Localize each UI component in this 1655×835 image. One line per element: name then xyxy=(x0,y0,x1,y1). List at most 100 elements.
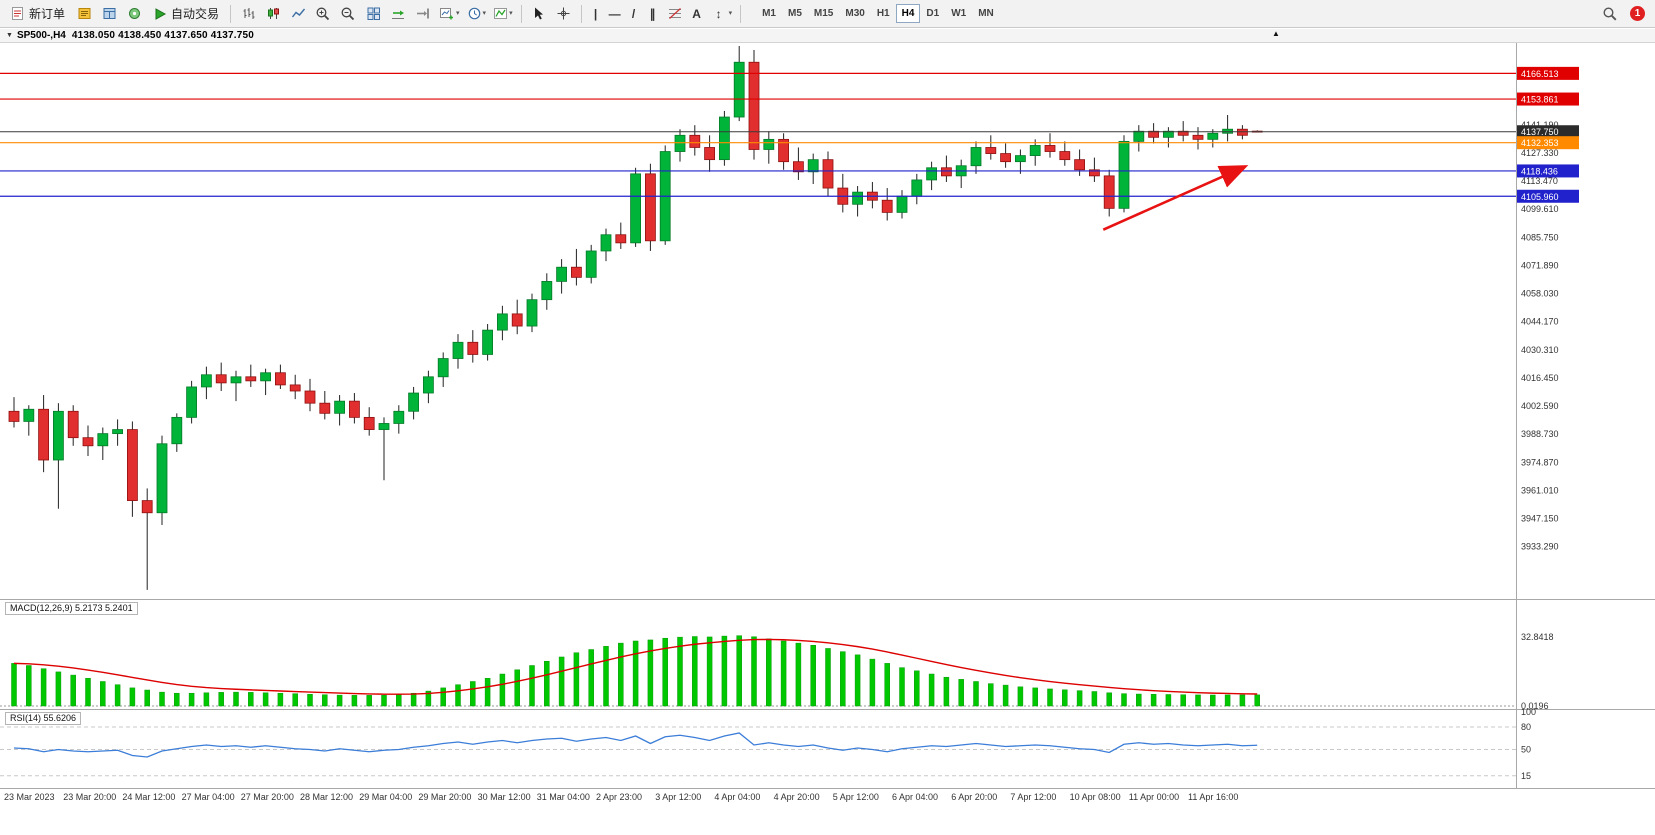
navigator-icon[interactable] xyxy=(122,3,146,25)
indicators-button[interactable]: ▾ xyxy=(490,3,516,25)
new-order-button[interactable]: 新订单 xyxy=(4,3,71,25)
timeframe-M15[interactable]: M15 xyxy=(813,8,834,19)
price-axis-labels: 4141.190 4127.330 4113.470 4099.610 4085.750… xyxy=(1521,120,1559,552)
svg-text:10 Apr 08:00: 10 Apr 08:00 xyxy=(1070,792,1121,802)
chart-marker-icon[interactable]: ▲ xyxy=(1272,29,1280,38)
svg-text:100: 100 xyxy=(1521,707,1536,717)
line-chart-type-icon[interactable] xyxy=(286,3,310,25)
svg-text:3974.870: 3974.870 xyxy=(1521,457,1559,467)
svg-text:2 Apr 23:00: 2 Apr 23:00 xyxy=(596,792,642,802)
svg-text:5 Apr 12:00: 5 Apr 12:00 xyxy=(833,792,879,802)
period-selector-button[interactable]: ▾ xyxy=(464,3,490,25)
svg-text:11 Apr 00:00: 11 Apr 00:00 xyxy=(1129,792,1179,802)
svg-text:3 Apr 12:00: 3 Apr 12:00 xyxy=(655,792,701,802)
objects-tool-button[interactable]: ↕ ▾ xyxy=(707,3,736,25)
price-badge-4132.353 xyxy=(1517,136,1579,150)
fibonacci-tool-icon[interactable] xyxy=(663,3,687,25)
trend-arrow[interactable] xyxy=(1102,165,1249,231)
market-watch-icon[interactable] xyxy=(72,3,96,25)
svg-text:23 Mar 2023: 23 Mar 2023 xyxy=(4,792,55,802)
svg-text:4113.470: 4113.470 xyxy=(1521,176,1558,186)
toolbar-separator xyxy=(230,4,232,23)
time-axis-labels[interactable]: 23 Mar 2023 23 Mar 20:00 24 Mar 12:00 27 Ma… xyxy=(4,792,1238,802)
svg-text:4127.330: 4127.330 xyxy=(1521,148,1559,158)
chart-symbol-period: SP500-,H4 xyxy=(16,30,66,41)
chart-titlebar[interactable]: ▼ SP500-,H4 4138.050 4138.450 4137.650 4… xyxy=(0,29,1655,43)
chart-shift-icon[interactable] xyxy=(411,3,435,25)
svg-text:4085.750: 4085.750 xyxy=(1521,232,1559,242)
candlestick-type-icon[interactable] xyxy=(261,3,285,25)
svg-text:28 Mar 12:00: 28 Mar 12:00 xyxy=(300,792,353,802)
svg-text:4058.030: 4058.030 xyxy=(1521,289,1559,299)
svg-text:3988.730: 3988.730 xyxy=(1521,429,1559,439)
chevron-down-icon: ▾ xyxy=(456,10,460,17)
svg-text:4153.861: 4153.861 xyxy=(1521,95,1559,105)
search-icon[interactable] xyxy=(1598,3,1622,25)
svg-text:4166.513: 4166.513 xyxy=(1521,69,1559,79)
svg-text:3961.010: 3961.010 xyxy=(1521,485,1559,495)
timeframe-D1[interactable]: D1 xyxy=(926,8,940,19)
macd-label[interactable]: MACD(12,26,9) 5.2173 5.2401 xyxy=(5,602,138,615)
timeframe-H4[interactable]: H4 xyxy=(895,4,921,23)
rsi-panel xyxy=(0,726,1516,777)
tile-windows-icon[interactable] xyxy=(361,3,385,25)
zoom-in-icon[interactable] xyxy=(311,3,335,25)
svg-text:4 Apr 20:00: 4 Apr 20:00 xyxy=(774,792,820,802)
toolbar: 新订单 自动交易 xyxy=(0,0,1655,28)
price-badge-4153.861 xyxy=(1517,92,1579,106)
notification-badge[interactable]: 1 xyxy=(1630,6,1645,21)
price-badge-4118.436 xyxy=(1517,164,1579,178)
horizontal-line-tool-icon[interactable]: — xyxy=(608,6,621,21)
svg-text:4141.190: 4141.190 xyxy=(1521,120,1559,130)
arrows-objects-icon: ↕ xyxy=(715,6,722,21)
svg-text:4002.590: 4002.590 xyxy=(1521,401,1559,411)
timeframe-MN[interactable]: MN xyxy=(978,8,994,19)
svg-text:7 Apr 12:00: 7 Apr 12:00 xyxy=(1010,792,1056,802)
macd-signal-line xyxy=(13,638,1258,695)
chevron-down-icon: ▾ xyxy=(482,10,487,17)
text-tool-icon[interactable]: A xyxy=(692,6,701,21)
macd-histogram xyxy=(0,635,1516,707)
chart-caret-icon[interactable]: ▼ xyxy=(6,32,13,39)
auto-trading-button[interactable]: 自动交易 xyxy=(147,3,225,25)
rsi-label[interactable]: RSI(14) 55.6206 xyxy=(5,712,82,725)
trendline-tool-icon[interactable]: / xyxy=(631,6,636,21)
panel-separators xyxy=(0,43,1655,789)
zoom-out-icon[interactable] xyxy=(336,3,360,25)
svg-text:27 Mar 20:00: 27 Mar 20:00 xyxy=(241,792,294,802)
timeframe-H1[interactable]: H1 xyxy=(876,8,890,19)
new-order-page-icon xyxy=(12,7,23,20)
timeframe-M5[interactable]: M5 xyxy=(788,8,802,19)
crosshair-tool-icon[interactable] xyxy=(552,3,576,25)
timeframe-M1[interactable]: M1 xyxy=(762,8,776,19)
svg-text:4071.890: 4071.890 xyxy=(1521,260,1559,270)
vertical-line-tool-icon[interactable]: | xyxy=(593,6,598,21)
chevron-down-icon: ▾ xyxy=(509,10,513,17)
new-order-label: 新订单 xyxy=(29,7,66,21)
auto-trading-label: 自动交易 xyxy=(171,7,220,21)
new-chart-button[interactable]: ▾ xyxy=(436,3,463,25)
svg-text:29 Mar 20:00: 29 Mar 20:00 xyxy=(418,792,471,802)
cursor-tool-icon[interactable] xyxy=(527,3,551,25)
svg-text:30 Mar 12:00: 30 Mar 12:00 xyxy=(478,792,531,802)
svg-text:6 Apr 04:00: 6 Apr 04:00 xyxy=(892,792,938,802)
price-badge-4166.513 xyxy=(1517,66,1579,80)
clock-icon xyxy=(468,7,480,20)
channel-tool-icon[interactable]: ∥ xyxy=(649,6,656,21)
bar-chart-type-icon[interactable] xyxy=(236,3,260,25)
chevron-down-icon: ▾ xyxy=(728,10,733,17)
auto-scroll-icon[interactable] xyxy=(386,3,410,25)
svg-text:4105.960: 4105.960 xyxy=(1521,192,1559,202)
svg-text:6 Apr 20:00: 6 Apr 20:00 xyxy=(951,792,997,802)
data-window-icon[interactable] xyxy=(97,3,121,25)
toolbar-separator xyxy=(520,4,522,23)
timeframe-W1[interactable]: W1 xyxy=(951,8,967,19)
svg-text:4118.436: 4118.436 xyxy=(1521,166,1558,176)
svg-text:4137.750: 4137.750 xyxy=(1521,127,1559,137)
timeframe-group: M1 M5 M15 M30 H1 H4 D1 W1 MN xyxy=(756,4,1000,23)
timeframe-M30[interactable]: M30 xyxy=(845,8,865,19)
svg-text:27 Mar 04:00: 27 Mar 04:00 xyxy=(182,792,235,802)
